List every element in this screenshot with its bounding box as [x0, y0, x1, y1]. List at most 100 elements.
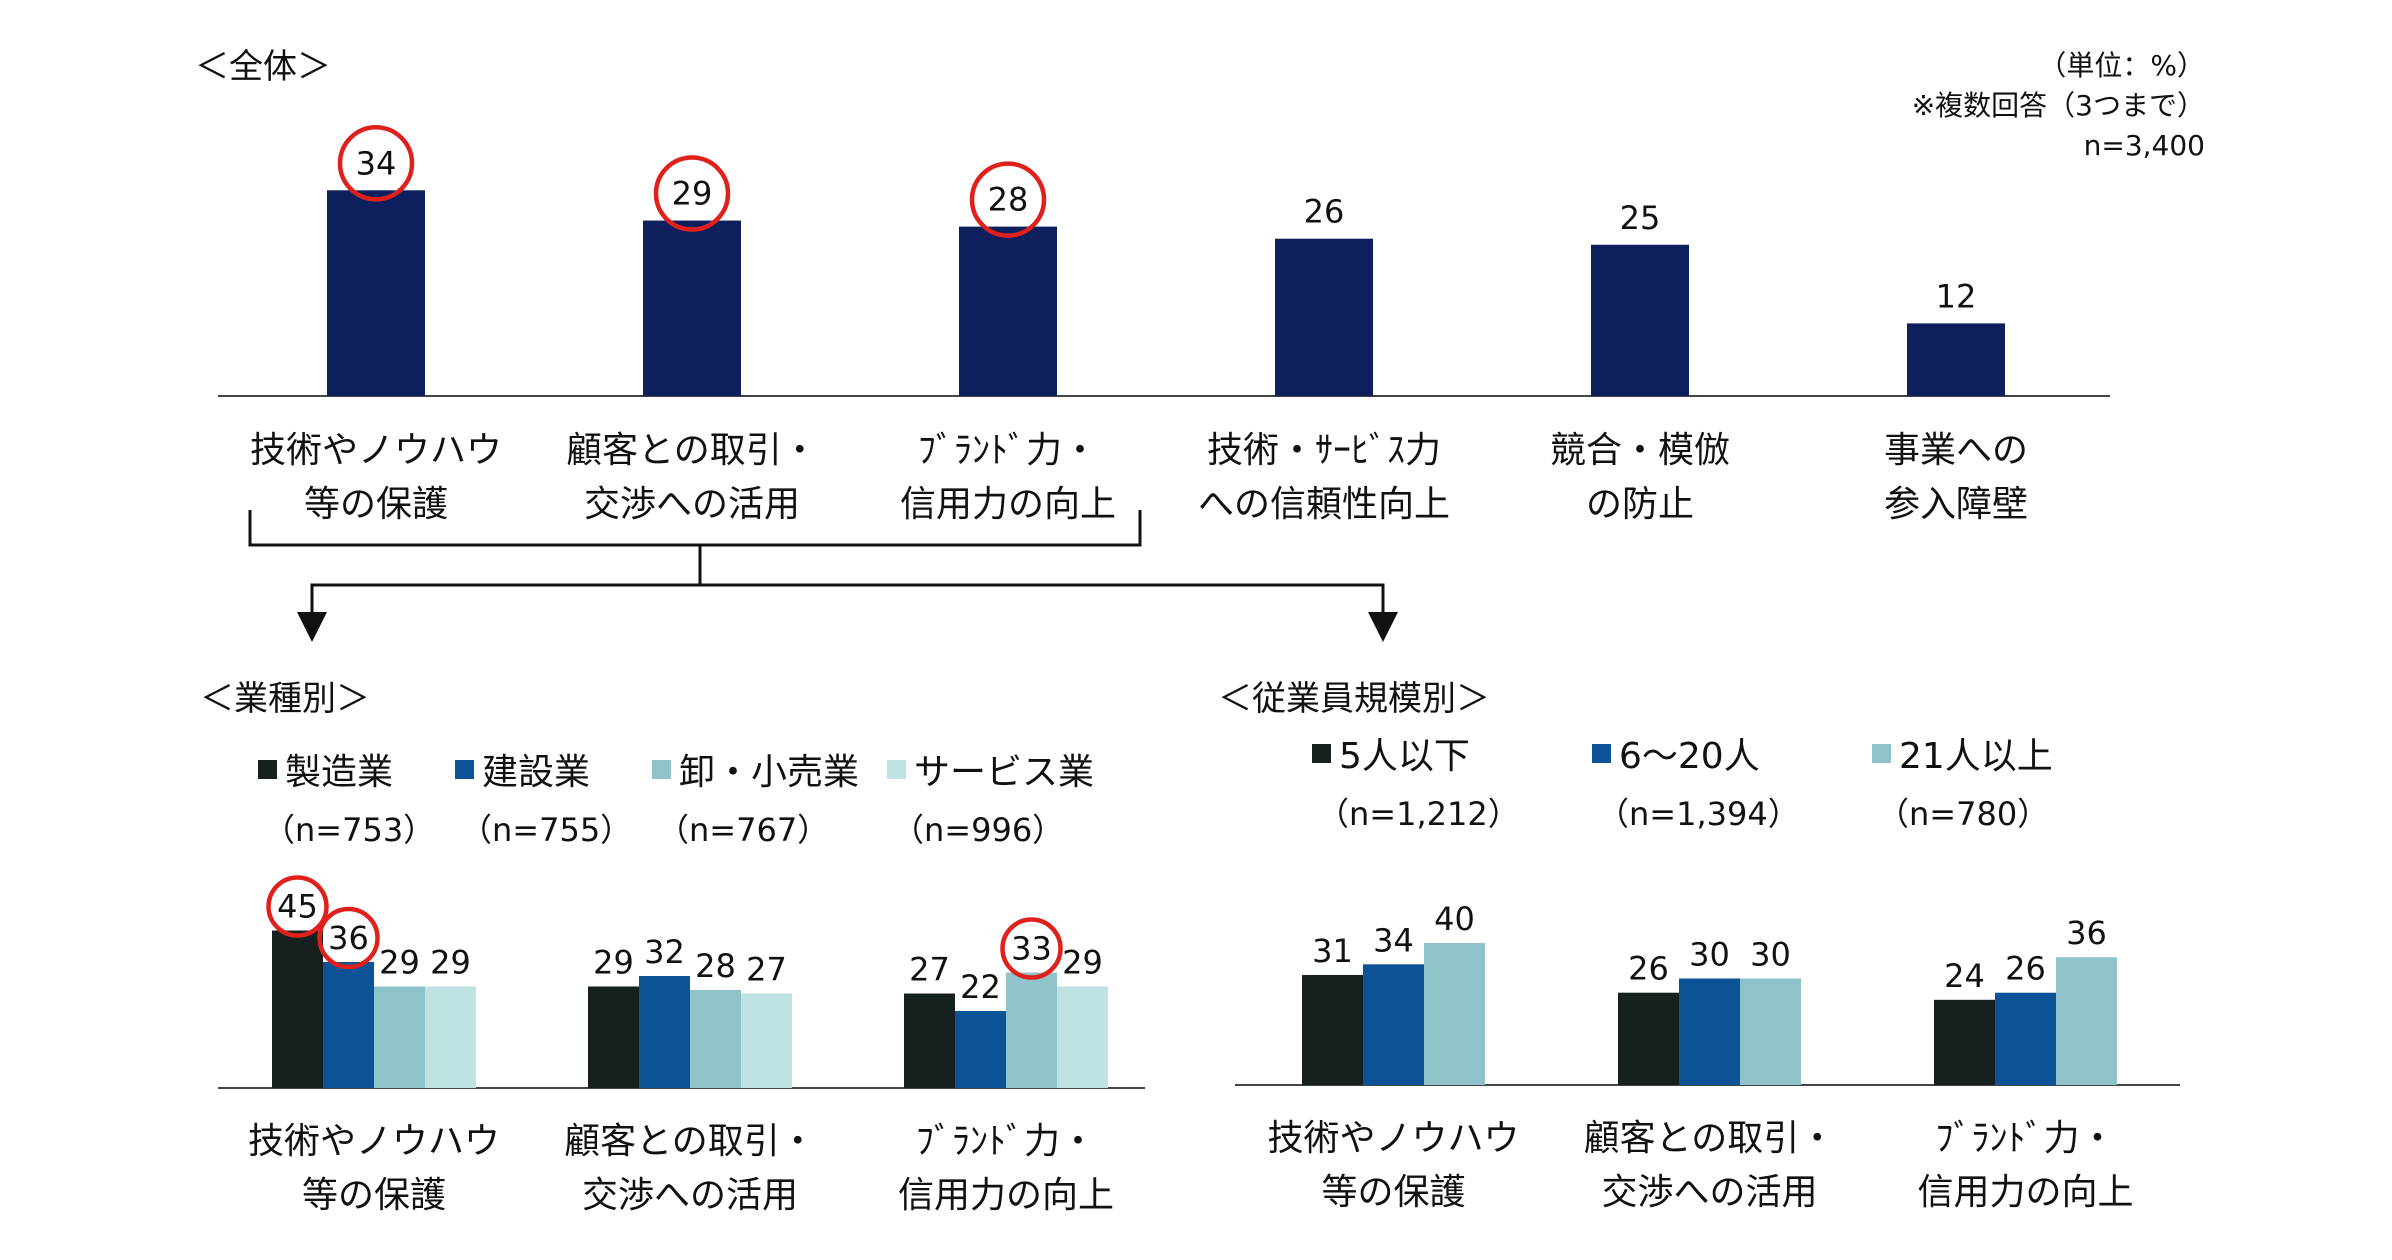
size-category-label: 技術やノウハウ — [1267, 1118, 1519, 1159]
size-legend-label: 6～20人 — [1619, 736, 1760, 777]
size-bar — [1995, 992, 2056, 1085]
industry-value-label: 36 — [328, 919, 369, 957]
bracket-connector — [248, 510, 1385, 618]
overall-bar — [1591, 244, 1689, 396]
size-legend-sample-size: （n=1,394） — [1597, 795, 1800, 833]
industry-legend-swatch — [455, 760, 474, 779]
industry-legend-label: 卸・小売業 — [679, 752, 859, 793]
industry-value-label: 29 — [430, 944, 471, 982]
highlight-circle — [266, 875, 329, 938]
size-legend-sample-size: （n=780） — [1877, 795, 2049, 833]
size-value-label: 26 — [1628, 950, 1669, 988]
overall-category-label: 事業への — [1884, 430, 2028, 471]
industry-legend-swatch — [258, 760, 277, 779]
industry-value-label: 29 — [593, 944, 634, 982]
size-legend-swatch — [1872, 744, 1891, 763]
size-legend-sample-size: （n=1,212） — [1317, 795, 1520, 833]
overall-category-label: 交渉への活用 — [584, 484, 800, 525]
industry-bar — [955, 1011, 1006, 1088]
overall-bar — [643, 220, 741, 396]
industry-legend-sample-size: （n=755） — [460, 811, 632, 849]
size-bar — [1618, 992, 1679, 1085]
highlight-circle — [969, 161, 1047, 238]
overall-bar — [1907, 323, 2005, 396]
size-legend-label: 5人以下 — [1339, 736, 1470, 777]
industry-value-label: 45 — [277, 888, 318, 926]
industry-value-label: 29 — [1062, 944, 1103, 982]
overall-category-label: の防止 — [1586, 484, 1694, 525]
arrow-right-icon — [1368, 612, 1398, 642]
industry-bar — [425, 986, 476, 1088]
industry-category-label: 信用力の向上 — [898, 1175, 1114, 1216]
size-category-label: 顧客との取引・ — [1584, 1118, 1836, 1159]
size-value-label: 40 — [1434, 900, 1475, 938]
overall-category-label: ﾌﾞﾗﾝﾄﾞ力・ — [918, 430, 1098, 471]
size-category-label: 信用力の向上 — [1917, 1172, 2133, 1213]
size-legend-swatch — [1312, 744, 1331, 763]
size-title: ＜従業員規模別＞ — [1218, 679, 1490, 719]
industry-category-label: 顧客との取引・ — [564, 1121, 816, 1162]
industry-bar — [588, 986, 639, 1088]
overall-category-label: 等の保護 — [304, 484, 448, 525]
industry-bar — [690, 990, 741, 1088]
industry-legend-label: 建設業 — [482, 752, 590, 793]
overall-bar — [959, 226, 1057, 396]
size-bar — [1740, 978, 1801, 1085]
highlight-circle — [1000, 917, 1063, 980]
industry-legend-swatch — [652, 760, 671, 779]
industry-legend-swatch — [887, 760, 906, 779]
industry-legend-sample-size: （n=767） — [657, 811, 829, 849]
industry-title: ＜業種別＞ — [200, 679, 370, 719]
industry-legend-sample-size: （n=996） — [892, 811, 1064, 849]
industry-value-label: 29 — [379, 944, 420, 982]
size-value-label: 31 — [1312, 932, 1353, 970]
size-bar — [1934, 999, 1995, 1085]
size-value-label: 30 — [1750, 936, 1791, 974]
industry-value-label: 33 — [1011, 930, 1052, 968]
overall-sample-size: n=3,400 — [2084, 129, 2205, 162]
industry-bar — [272, 930, 323, 1088]
industry-bar — [1057, 986, 1108, 1088]
size-value-label: 36 — [2066, 914, 2107, 952]
size-bar — [1424, 943, 1485, 1085]
size-bar — [2056, 957, 2117, 1085]
industry-category-label: 技術やノウハウ — [248, 1121, 500, 1162]
unit-note: （単位：%） — [2038, 49, 2205, 82]
overall-value-label: 26 — [1304, 193, 1345, 231]
industry-category-label: ﾌﾞﾗﾝﾄﾞ力・ — [916, 1121, 1096, 1162]
overall-bar — [327, 190, 425, 396]
industry-value-label: 22 — [960, 968, 1001, 1006]
size-legend-label: 21人以上 — [1899, 736, 2053, 777]
overall-value-label: 25 — [1620, 199, 1661, 237]
highlight-circle — [337, 125, 415, 202]
industry-legend-label: 製造業 — [285, 752, 393, 793]
overall-value-label: 28 — [988, 181, 1029, 219]
overall-category-label: 技術やノウハウ — [250, 430, 502, 471]
industry-value-label: 32 — [644, 933, 685, 971]
industry-value-label: 27 — [746, 951, 787, 989]
industry-bar — [741, 993, 792, 1088]
industry-category-label: 等の保護 — [302, 1175, 446, 1216]
size-legend-swatch — [1592, 744, 1611, 763]
industry-bar — [904, 993, 955, 1088]
overall-category-label: への信頼性向上 — [1198, 484, 1450, 525]
industry-bar — [323, 962, 374, 1088]
overall-category-label: 顧客との取引・ — [566, 430, 818, 471]
size-category-label: 交渉への活用 — [1601, 1172, 1817, 1213]
industry-bar — [639, 976, 690, 1088]
highlight-circle — [653, 155, 731, 232]
overall-value-label: 29 — [672, 175, 713, 213]
overall-category-label: 信用力の向上 — [900, 484, 1116, 525]
overall-category-label: 競合・模倣 — [1550, 430, 1730, 471]
overall-category-label: 技術・ｻｰﾋﾞｽ力 — [1207, 430, 1441, 471]
overall-bar — [1275, 238, 1373, 396]
industry-bar — [1006, 972, 1057, 1088]
industry-legend-sample-size: （n=753） — [263, 811, 435, 849]
size-bar — [1363, 964, 1424, 1085]
industry-value-label: 27 — [909, 951, 950, 989]
size-value-label: 24 — [1944, 957, 1985, 995]
